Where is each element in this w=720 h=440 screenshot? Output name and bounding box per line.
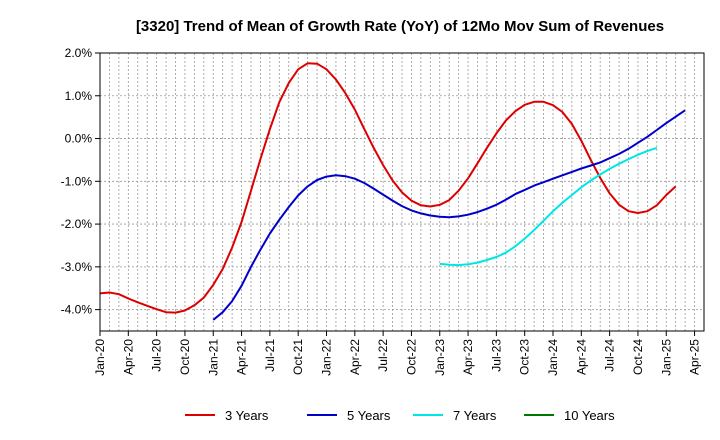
legend: 3 Years 5 Years 7 Years 10 Years (185, 408, 615, 423)
y-tick-label: -2.0% (61, 217, 93, 231)
x-tick-label: Jan-22 (320, 339, 334, 376)
x-tick-label: Jan-25 (659, 339, 673, 376)
legend-label-7-years: 7 Years (453, 408, 497, 423)
x-tick-label: Jan-24 (546, 339, 560, 376)
y-axis: 2.0% 1.0% 0.0% -1.0% -2.0% -3.0% -4.0% (61, 46, 100, 317)
y-tick-label: 1.0% (65, 89, 93, 103)
x-tick-label: Oct-22 (404, 339, 418, 375)
legend-label-3-years: 3 Years (225, 408, 269, 423)
chart-title: [3320] Trend of Mean of Growth Rate (YoY… (136, 18, 664, 35)
x-tick-label: Jul-20 (150, 339, 164, 372)
series-line-7-years (439, 146, 658, 267)
x-tick-label: Jul-24 (603, 339, 617, 372)
x-tick-label: Apr-23 (461, 339, 475, 375)
y-tick-label: -3.0% (61, 260, 93, 274)
legend-label-5-years: 5 Years (347, 408, 391, 423)
y-tick-label: 0.0% (65, 132, 93, 146)
plot-area (99, 52, 705, 332)
x-axis: Jan-20 Apr-20 Jul-20 Oct-20 Jan-21 Apr-21 Jul-… (93, 331, 702, 376)
y-tick-label: 2.0% (65, 46, 93, 60)
x-tick-label: Apr-22 (348, 339, 362, 375)
series-line-3-years (99, 62, 677, 314)
x-tick-label: Apr-20 (121, 339, 135, 375)
x-tick-label: Apr-24 (574, 339, 588, 375)
x-tick-label: Jul-21 (263, 339, 277, 372)
x-tick-label: Jul-22 (376, 339, 390, 372)
series-lines (99, 62, 686, 321)
x-tick-label: Jan-21 (206, 339, 220, 376)
x-tick-label: Apr-21 (235, 339, 249, 375)
legend-label-10-years: 10 Years (564, 408, 615, 423)
x-tick-label: Oct-24 (631, 339, 645, 375)
x-tick-label: Jan-23 (433, 339, 447, 376)
x-tick-label: Oct-20 (178, 339, 192, 375)
grid (100, 52, 704, 331)
series-line-5-years (212, 109, 686, 321)
y-tick-label: -4.0% (61, 303, 93, 317)
x-tick-label: Oct-21 (291, 339, 305, 375)
x-tick-label: Jan-20 (93, 339, 107, 376)
x-tick-label: Jul-23 (489, 339, 503, 372)
x-tick-label: Oct-23 (518, 339, 532, 375)
x-tick-label: Apr-25 (688, 339, 702, 375)
y-tick-label: -1.0% (61, 174, 93, 188)
